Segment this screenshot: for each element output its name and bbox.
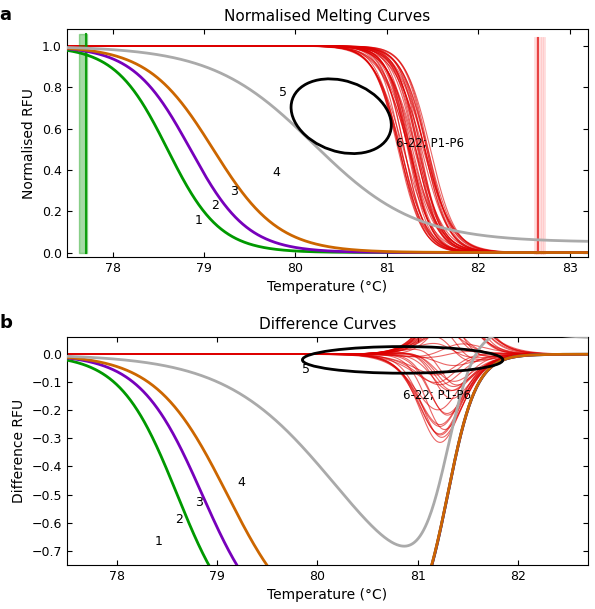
Text: 4: 4 [273,166,280,179]
X-axis label: Temperature (°C): Temperature (°C) [267,588,387,602]
Text: b: b [0,314,12,333]
Text: 5: 5 [302,362,311,376]
Text: 6-22; P1-P6: 6-22; P1-P6 [403,389,471,402]
Text: 3: 3 [230,185,237,198]
X-axis label: Temperature (°C): Temperature (°C) [267,280,387,294]
Text: 2: 2 [175,513,183,526]
Text: 1: 1 [195,214,203,227]
Text: 5: 5 [279,85,287,99]
Text: 3: 3 [195,496,203,509]
Text: a: a [0,6,11,24]
Text: 2: 2 [211,199,219,212]
Y-axis label: Normalised RFU: Normalised RFU [23,88,36,199]
Text: 6-22; P1-P6: 6-22; P1-P6 [396,137,464,150]
Title: Difference Curves: Difference Curves [259,317,396,332]
Text: 4: 4 [237,476,245,489]
Y-axis label: Difference RFU: Difference RFU [12,399,26,503]
Text: 1: 1 [155,535,163,548]
Title: Normalised Melting Curves: Normalised Melting Curves [224,9,431,24]
